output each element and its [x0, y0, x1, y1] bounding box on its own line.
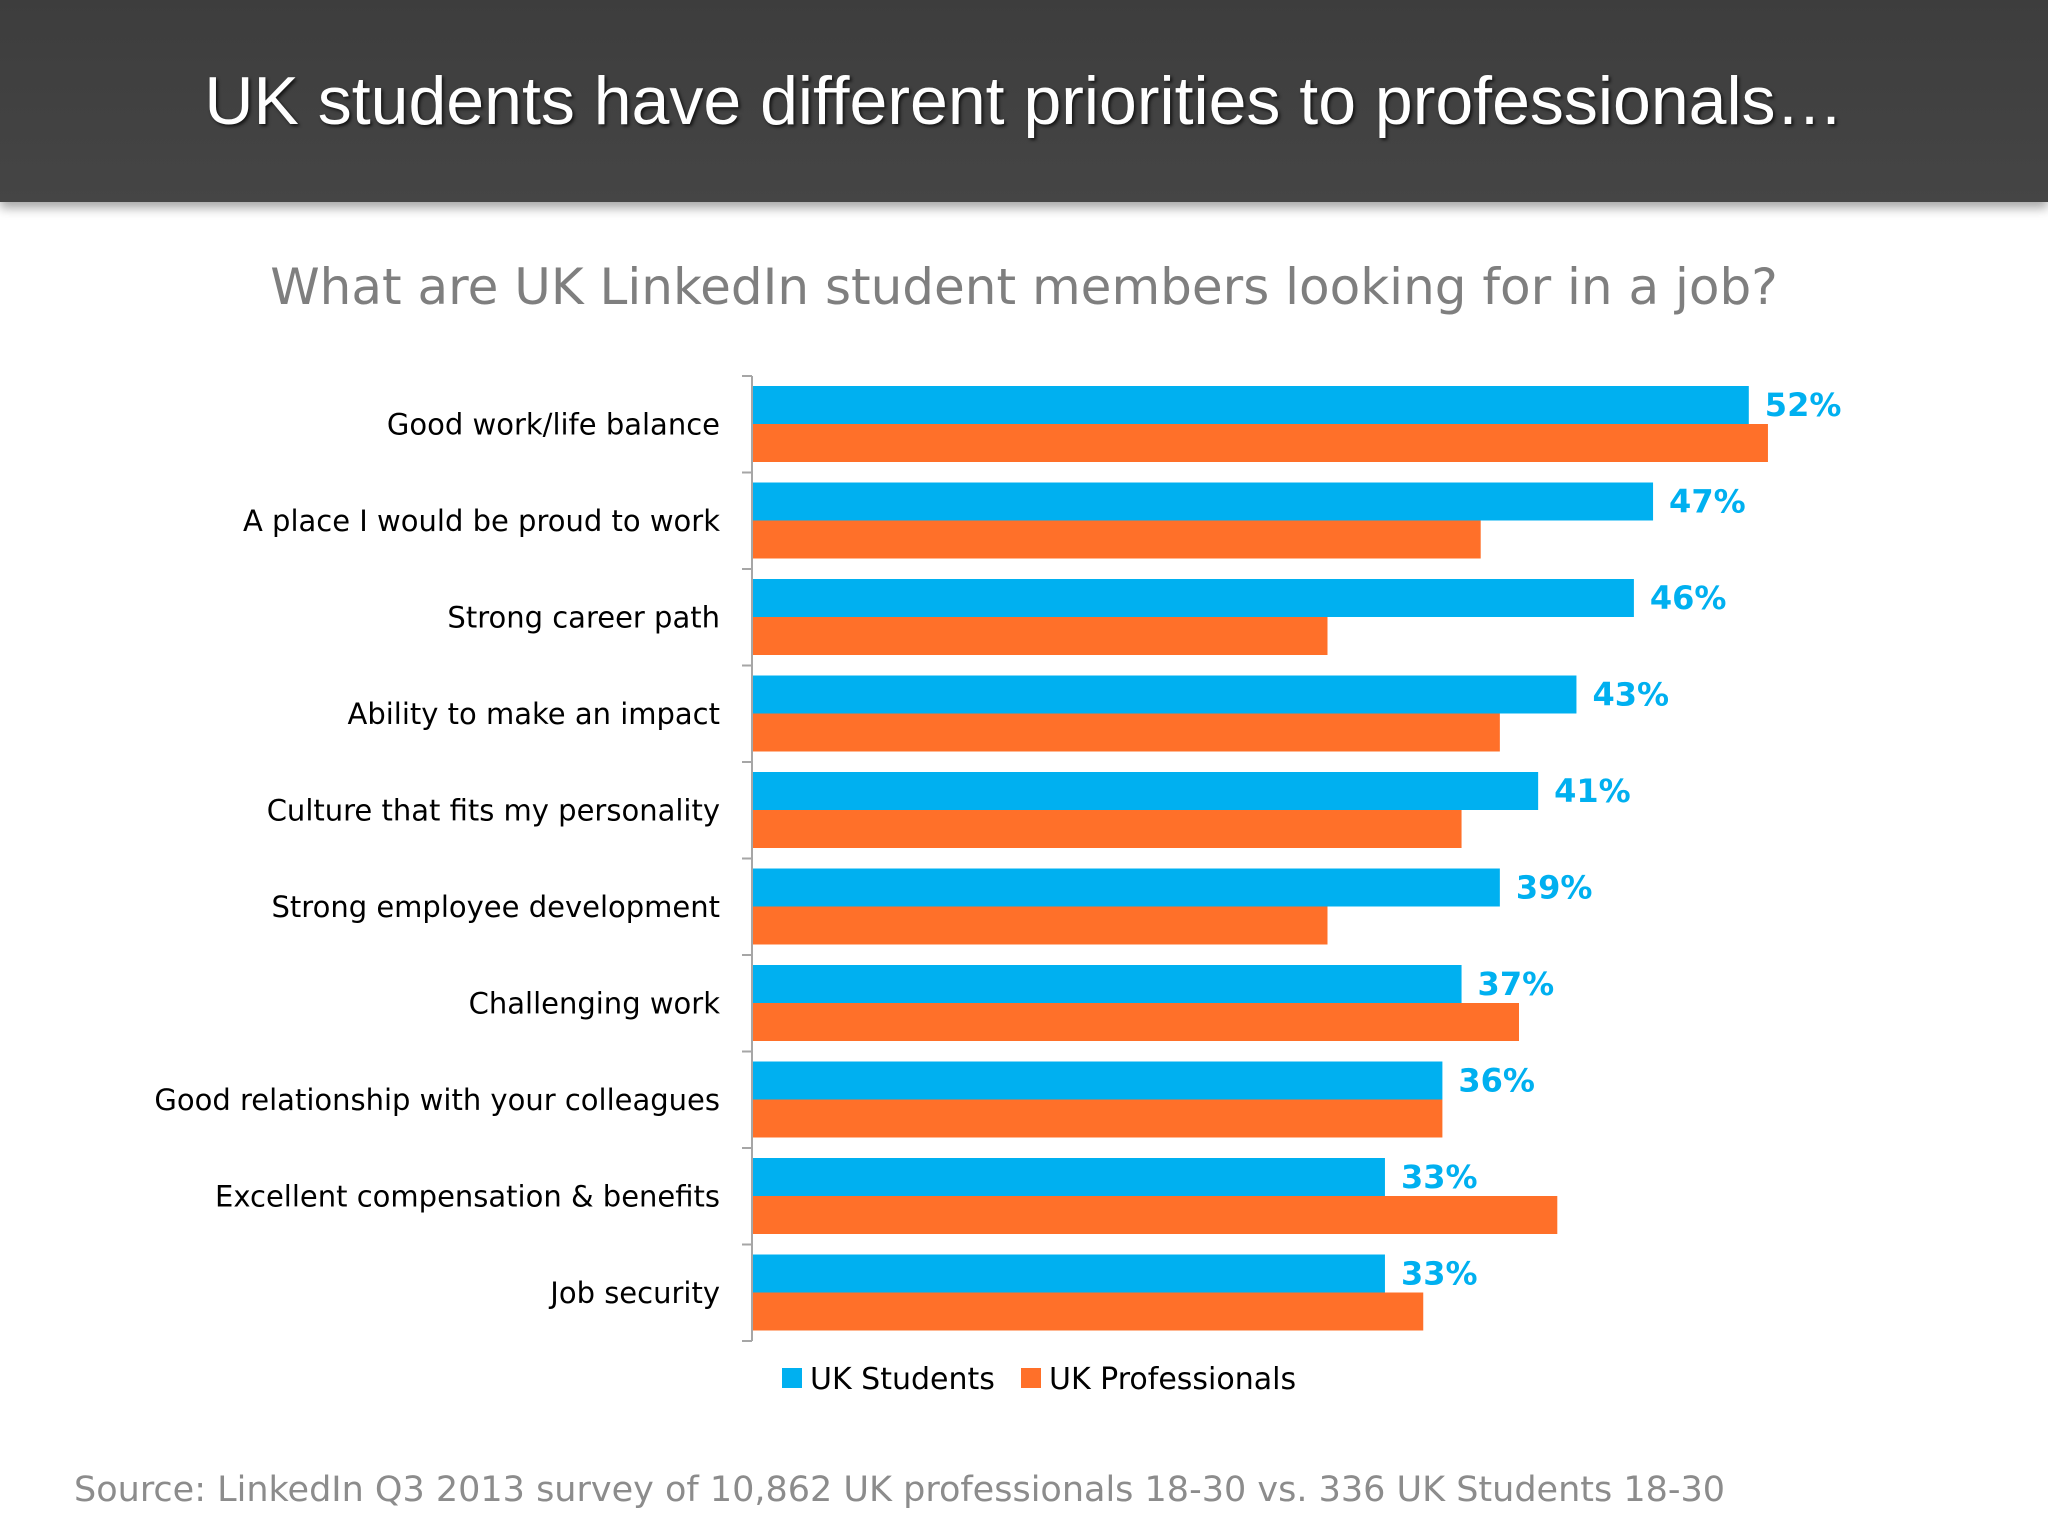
bar-students-strong-employee-development — [753, 868, 1500, 907]
slide-title: UK students have different priorities to… — [204, 63, 1844, 139]
category-label-strong-career-path: Strong career path — [447, 600, 720, 634]
category-label-a-place-i-would-be-proud-to-work: A place I would be proud to work — [243, 504, 720, 538]
bar-students-good-relationship-with-your-colleagues — [753, 1061, 1443, 1100]
bar-students-ability-to-make-an-impact — [753, 675, 1577, 714]
chart-labels: Good work/life balance 52% A place I would… — [154, 386, 1841, 1310]
bar-professionals-culture-that-fits-my-personality — [753, 810, 1462, 848]
value-label-students-ability-to-make-an-impact: 43% — [1592, 676, 1669, 714]
bar-professionals-excellent-compensation-benefits — [753, 1196, 1558, 1234]
source-note: Source: LinkedIn Q3 2013 survey of 10,86… — [74, 1470, 1726, 1510]
bar-professionals-good-work-life-balance — [753, 424, 1768, 462]
title-bar: UK students have different priorities to… — [0, 0, 2048, 202]
bar-students-culture-that-fits-my-personality — [753, 772, 1539, 810]
category-label-excellent-compensation-benefits: Excellent compensation & benefits — [215, 1179, 720, 1213]
category-label-good-relationship-with-your-colleagues: Good relationship with your colleagues — [154, 1083, 720, 1117]
bar-professionals-strong-career-path — [753, 617, 1328, 655]
chart-title: What are UK LinkedIn student members loo… — [270, 258, 1778, 316]
bar-students-excellent-compensation-benefits — [753, 1158, 1385, 1196]
value-label-students-good-relationship-with-your-colleagues: 36% — [1458, 1062, 1535, 1100]
value-label-students-culture-that-fits-my-personality: 41% — [1554, 772, 1631, 810]
legend-label-professionals: UK Professionals — [1049, 1362, 1296, 1397]
bar-students-job-security — [753, 1254, 1385, 1293]
bar-professionals-ability-to-make-an-impact — [753, 713, 1500, 752]
chart-bars — [753, 386, 1768, 1331]
value-label-students-strong-employee-development: 39% — [1516, 869, 1593, 907]
bar-professionals-strong-employee-development — [753, 906, 1328, 945]
value-label-students-excellent-compensation-benefits: 33% — [1401, 1158, 1478, 1196]
legend-swatch-students — [782, 1368, 802, 1388]
value-label-students-a-place-i-would-be-proud-to-work: 47% — [1669, 483, 1746, 521]
bar-students-challenging-work — [753, 965, 1462, 1003]
legend-swatch-professionals — [1021, 1368, 1041, 1388]
bar-professionals-a-place-i-would-be-proud-to-work — [753, 520, 1481, 559]
category-label-good-work-life-balance: Good work/life balance — [387, 407, 720, 441]
category-label-ability-to-make-an-impact: Ability to make an impact — [347, 697, 720, 731]
value-label-students-job-security: 33% — [1401, 1255, 1478, 1293]
bar-professionals-good-relationship-with-your-colleagues — [753, 1099, 1443, 1138]
category-label-challenging-work: Challenging work — [469, 986, 721, 1020]
legend-label-students: UK Students — [810, 1362, 995, 1397]
category-label-strong-employee-development: Strong employee development — [272, 890, 720, 924]
value-label-students-strong-career-path: 46% — [1650, 579, 1727, 617]
bar-professionals-challenging-work — [753, 1003, 1519, 1041]
value-label-students-challenging-work: 37% — [1478, 965, 1555, 1003]
chart-axis — [742, 375, 753, 1342]
category-label-job-security: Job security — [548, 1276, 720, 1310]
value-label-students-good-work-life-balance: 52% — [1765, 386, 1842, 424]
bar-students-good-work-life-balance — [753, 386, 1749, 424]
bar-professionals-job-security — [753, 1292, 1424, 1331]
chart-legend: UK Students UK Professionals — [782, 1362, 1296, 1397]
bar-students-strong-career-path — [753, 579, 1634, 617]
bar-students-a-place-i-would-be-proud-to-work — [753, 482, 1654, 521]
category-label-culture-that-fits-my-personality: Culture that fits my personality — [267, 793, 720, 827]
